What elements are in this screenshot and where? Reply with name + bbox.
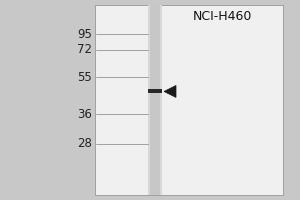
Text: 55: 55	[77, 71, 92, 84]
Bar	[148, 5, 162, 195]
Text: 95: 95	[77, 28, 92, 41]
Bar	[95, 5, 283, 195]
Bar	[148, 89, 162, 93]
Text: 36: 36	[77, 108, 92, 121]
Text: NCI-H460: NCI-H460	[193, 10, 252, 23]
Polygon shape	[164, 85, 176, 97]
Text: 28: 28	[77, 137, 92, 150]
Text: 72: 72	[77, 43, 92, 56]
Bar	[150, 5, 160, 195]
